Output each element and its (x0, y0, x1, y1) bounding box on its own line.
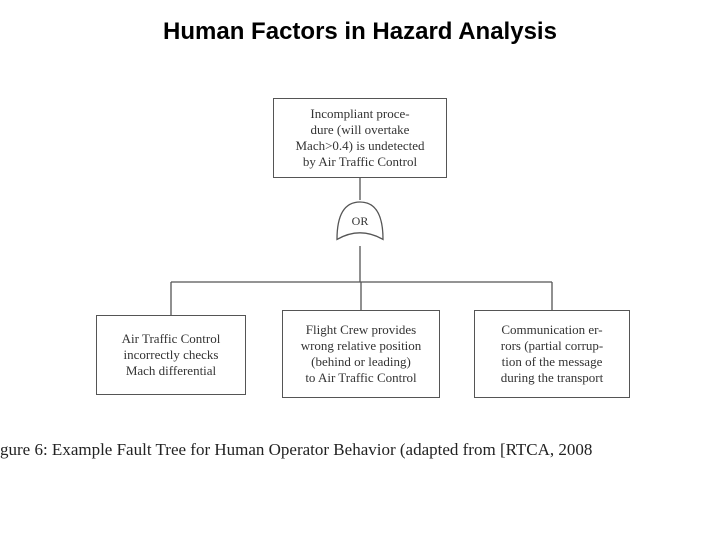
fault-tree-basic-event-1: Flight Crew provides wrong relative posi… (282, 310, 440, 398)
figure-caption: gure 6: Example Fault Tree for Human Ope… (0, 440, 592, 460)
fault-tree-basic-event-2: Communication er- rors (partial corrup- … (474, 310, 630, 398)
or-gate-label: OR (340, 214, 380, 229)
fault-tree-top-event: Incompliant proce- dure (will overtake M… (273, 98, 447, 178)
page-title: Human Factors in Hazard Analysis (0, 18, 720, 46)
fault-tree-basic-event-0: Air Traffic Control incorrectly checks M… (96, 315, 246, 395)
